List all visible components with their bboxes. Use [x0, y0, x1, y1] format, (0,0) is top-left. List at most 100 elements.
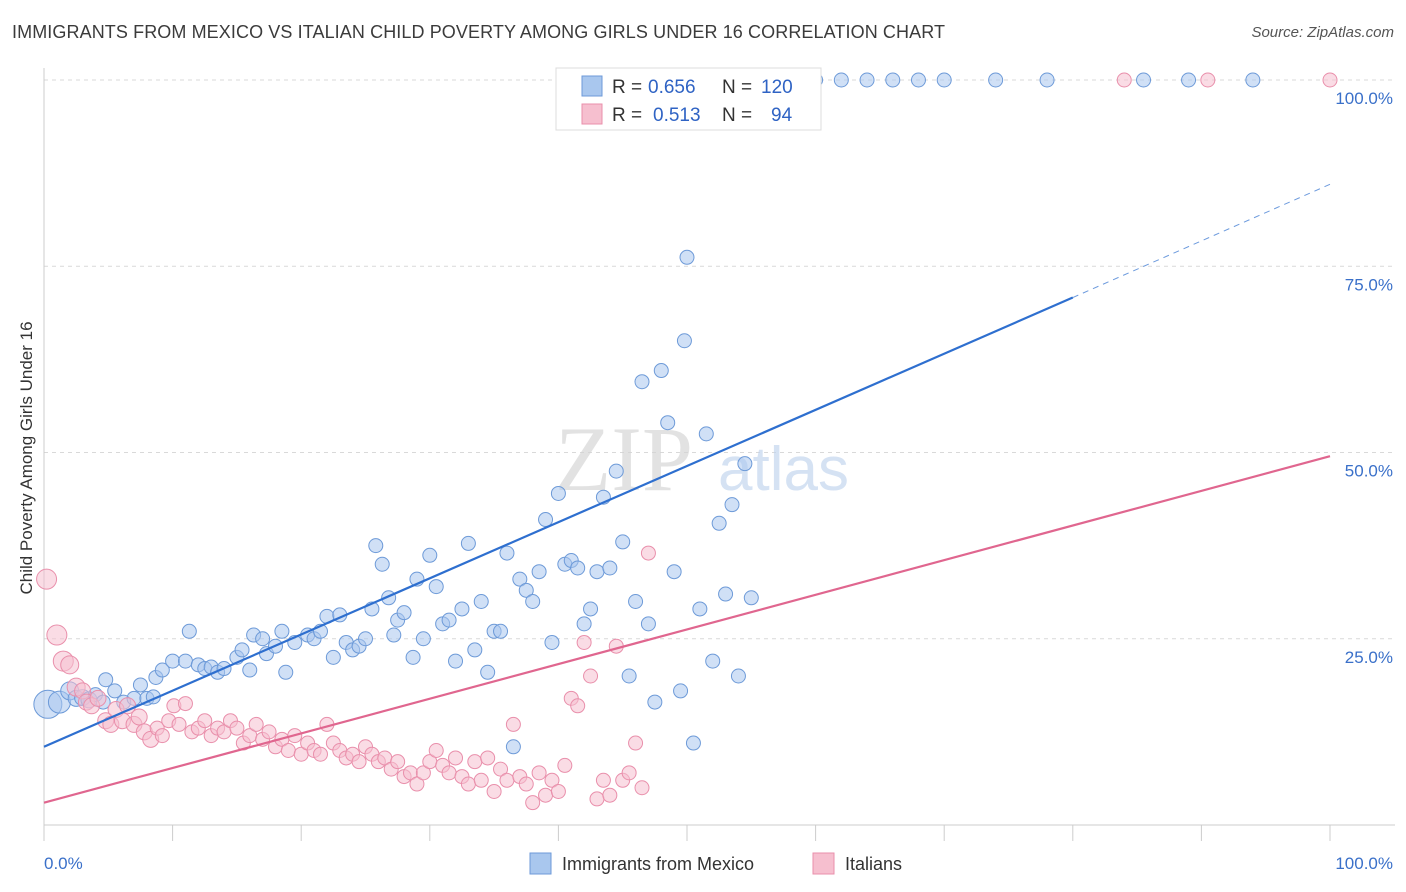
data-point-mexico	[505, 739, 521, 755]
trend-line-mexico	[43, 296, 1074, 748]
points-layer	[33, 72, 1338, 811]
data-point-mexico	[234, 642, 250, 658]
data-point-mexico	[499, 545, 515, 561]
data-point-mexico	[833, 72, 849, 88]
data-point-italians	[409, 776, 425, 792]
data-point-italians	[621, 765, 637, 781]
trend-line-italians	[43, 455, 1331, 804]
bottom-legend-swatch-italians	[812, 852, 835, 875]
legend-box: R = 0.656 N = 120 R = 0.513 N = 94	[555, 67, 822, 131]
data-point-mexico	[640, 616, 656, 632]
data-point-mexico	[647, 694, 663, 710]
data-point-italians	[280, 743, 296, 758]
legend-n-label-2: N =	[722, 105, 752, 126]
data-point-italians	[261, 724, 277, 740]
data-point-italians	[628, 735, 644, 751]
data-point-italians	[525, 795, 541, 811]
data-point-mexico	[386, 627, 402, 643]
data-point-mexico	[1181, 72, 1197, 88]
data-point-italians	[480, 750, 496, 766]
data-point-italians	[428, 743, 444, 758]
watermark-atlas: atlas	[718, 435, 849, 504]
data-point-mexico	[1039, 72, 1055, 88]
data-point-italians	[499, 772, 515, 788]
data-point-italians	[197, 713, 213, 729]
data-point-mexico	[679, 249, 695, 265]
data-point-mexico	[374, 556, 390, 572]
data-point-mexico	[368, 538, 384, 554]
data-point-mexico	[988, 72, 1004, 88]
data-point-mexico	[859, 72, 875, 88]
y-tick-label: 75.0%	[1345, 275, 1393, 294]
data-point-mexico	[181, 623, 197, 639]
data-point-mexico	[132, 677, 148, 693]
data-point-italians	[531, 765, 547, 781]
data-point-italians	[60, 655, 80, 675]
data-point-mexico	[570, 560, 586, 576]
data-point-mexico	[589, 564, 605, 580]
data-point-mexico	[454, 601, 470, 617]
data-point-italians	[177, 696, 193, 712]
data-point-mexico	[480, 664, 496, 680]
data-point-mexico	[1136, 72, 1152, 88]
data-point-mexico	[711, 515, 727, 531]
data-point-italians	[570, 698, 586, 714]
data-point-mexico	[576, 616, 592, 632]
data-point-mexico	[154, 662, 170, 678]
data-point-mexico	[358, 631, 373, 647]
data-point-italians	[467, 754, 483, 770]
data-point-mexico	[467, 642, 483, 658]
data-point-italians	[486, 783, 502, 799]
y-tick-label: 100.0%	[1335, 89, 1393, 108]
data-point-italians	[576, 634, 592, 650]
y-axis-label: Child Poverty Among Girls Under 16	[17, 321, 36, 594]
legend-n-value-1: 120	[761, 77, 793, 98]
data-point-italians	[89, 689, 107, 707]
data-point-italians	[583, 668, 599, 684]
data-point-italians	[1322, 72, 1338, 88]
data-point-mexico	[698, 426, 714, 442]
data-point-mexico	[177, 653, 193, 669]
data-point-mexico	[692, 601, 708, 617]
legend-n-label-1: N =	[722, 77, 752, 98]
data-point-italians	[229, 720, 245, 736]
data-point-mexico	[628, 594, 644, 609]
legend-r-value-2: 0.513	[653, 105, 701, 126]
data-point-italians	[1116, 72, 1132, 88]
data-point-mexico	[910, 72, 926, 88]
data-point-mexico	[724, 497, 740, 513]
trend-layer	[43, 183, 1331, 804]
y-tick-label: 50.0%	[1345, 462, 1393, 481]
data-point-italians	[518, 776, 534, 792]
data-point-mexico	[278, 664, 294, 680]
data-point-mexico	[274, 623, 290, 639]
x-tick-label: 100.0%	[1335, 854, 1393, 873]
data-point-mexico	[718, 586, 734, 602]
legend-swatch-blue	[581, 75, 603, 97]
data-point-mexico	[685, 735, 701, 751]
legend-r-label-1: R =	[612, 77, 642, 98]
data-point-mexico	[473, 594, 489, 609]
data-point-italians	[351, 754, 367, 770]
data-point-mexico	[885, 72, 901, 88]
data-point-italians	[602, 787, 618, 803]
legend-swatch-pink	[581, 103, 603, 125]
data-point-mexico	[673, 683, 689, 699]
data-point-italians	[46, 624, 68, 646]
chart-title: IMMIGRANTS FROM MEXICO VS ITALIAN CHILD …	[12, 22, 946, 42]
x-tick-label: 0.0%	[44, 854, 83, 873]
bottom-legend: Immigrants from Mexico Italians	[529, 852, 902, 875]
data-point-mexico	[653, 363, 669, 379]
data-point-mexico	[165, 653, 181, 669]
data-point-mexico	[325, 649, 341, 665]
data-point-mexico	[531, 564, 547, 580]
legend-r-value-1: 0.656	[648, 77, 696, 98]
data-point-mexico	[608, 463, 624, 479]
data-point-italians	[390, 754, 406, 770]
data-point-mexico	[493, 623, 509, 639]
labels-layer: 25.0% 50.0% 75.0% 100.0% 0.0% 100.0%	[44, 89, 1393, 873]
data-point-italians	[550, 783, 566, 799]
data-point-italians	[634, 780, 650, 796]
data-point-mexico	[460, 535, 476, 551]
data-point-italians	[589, 791, 605, 807]
